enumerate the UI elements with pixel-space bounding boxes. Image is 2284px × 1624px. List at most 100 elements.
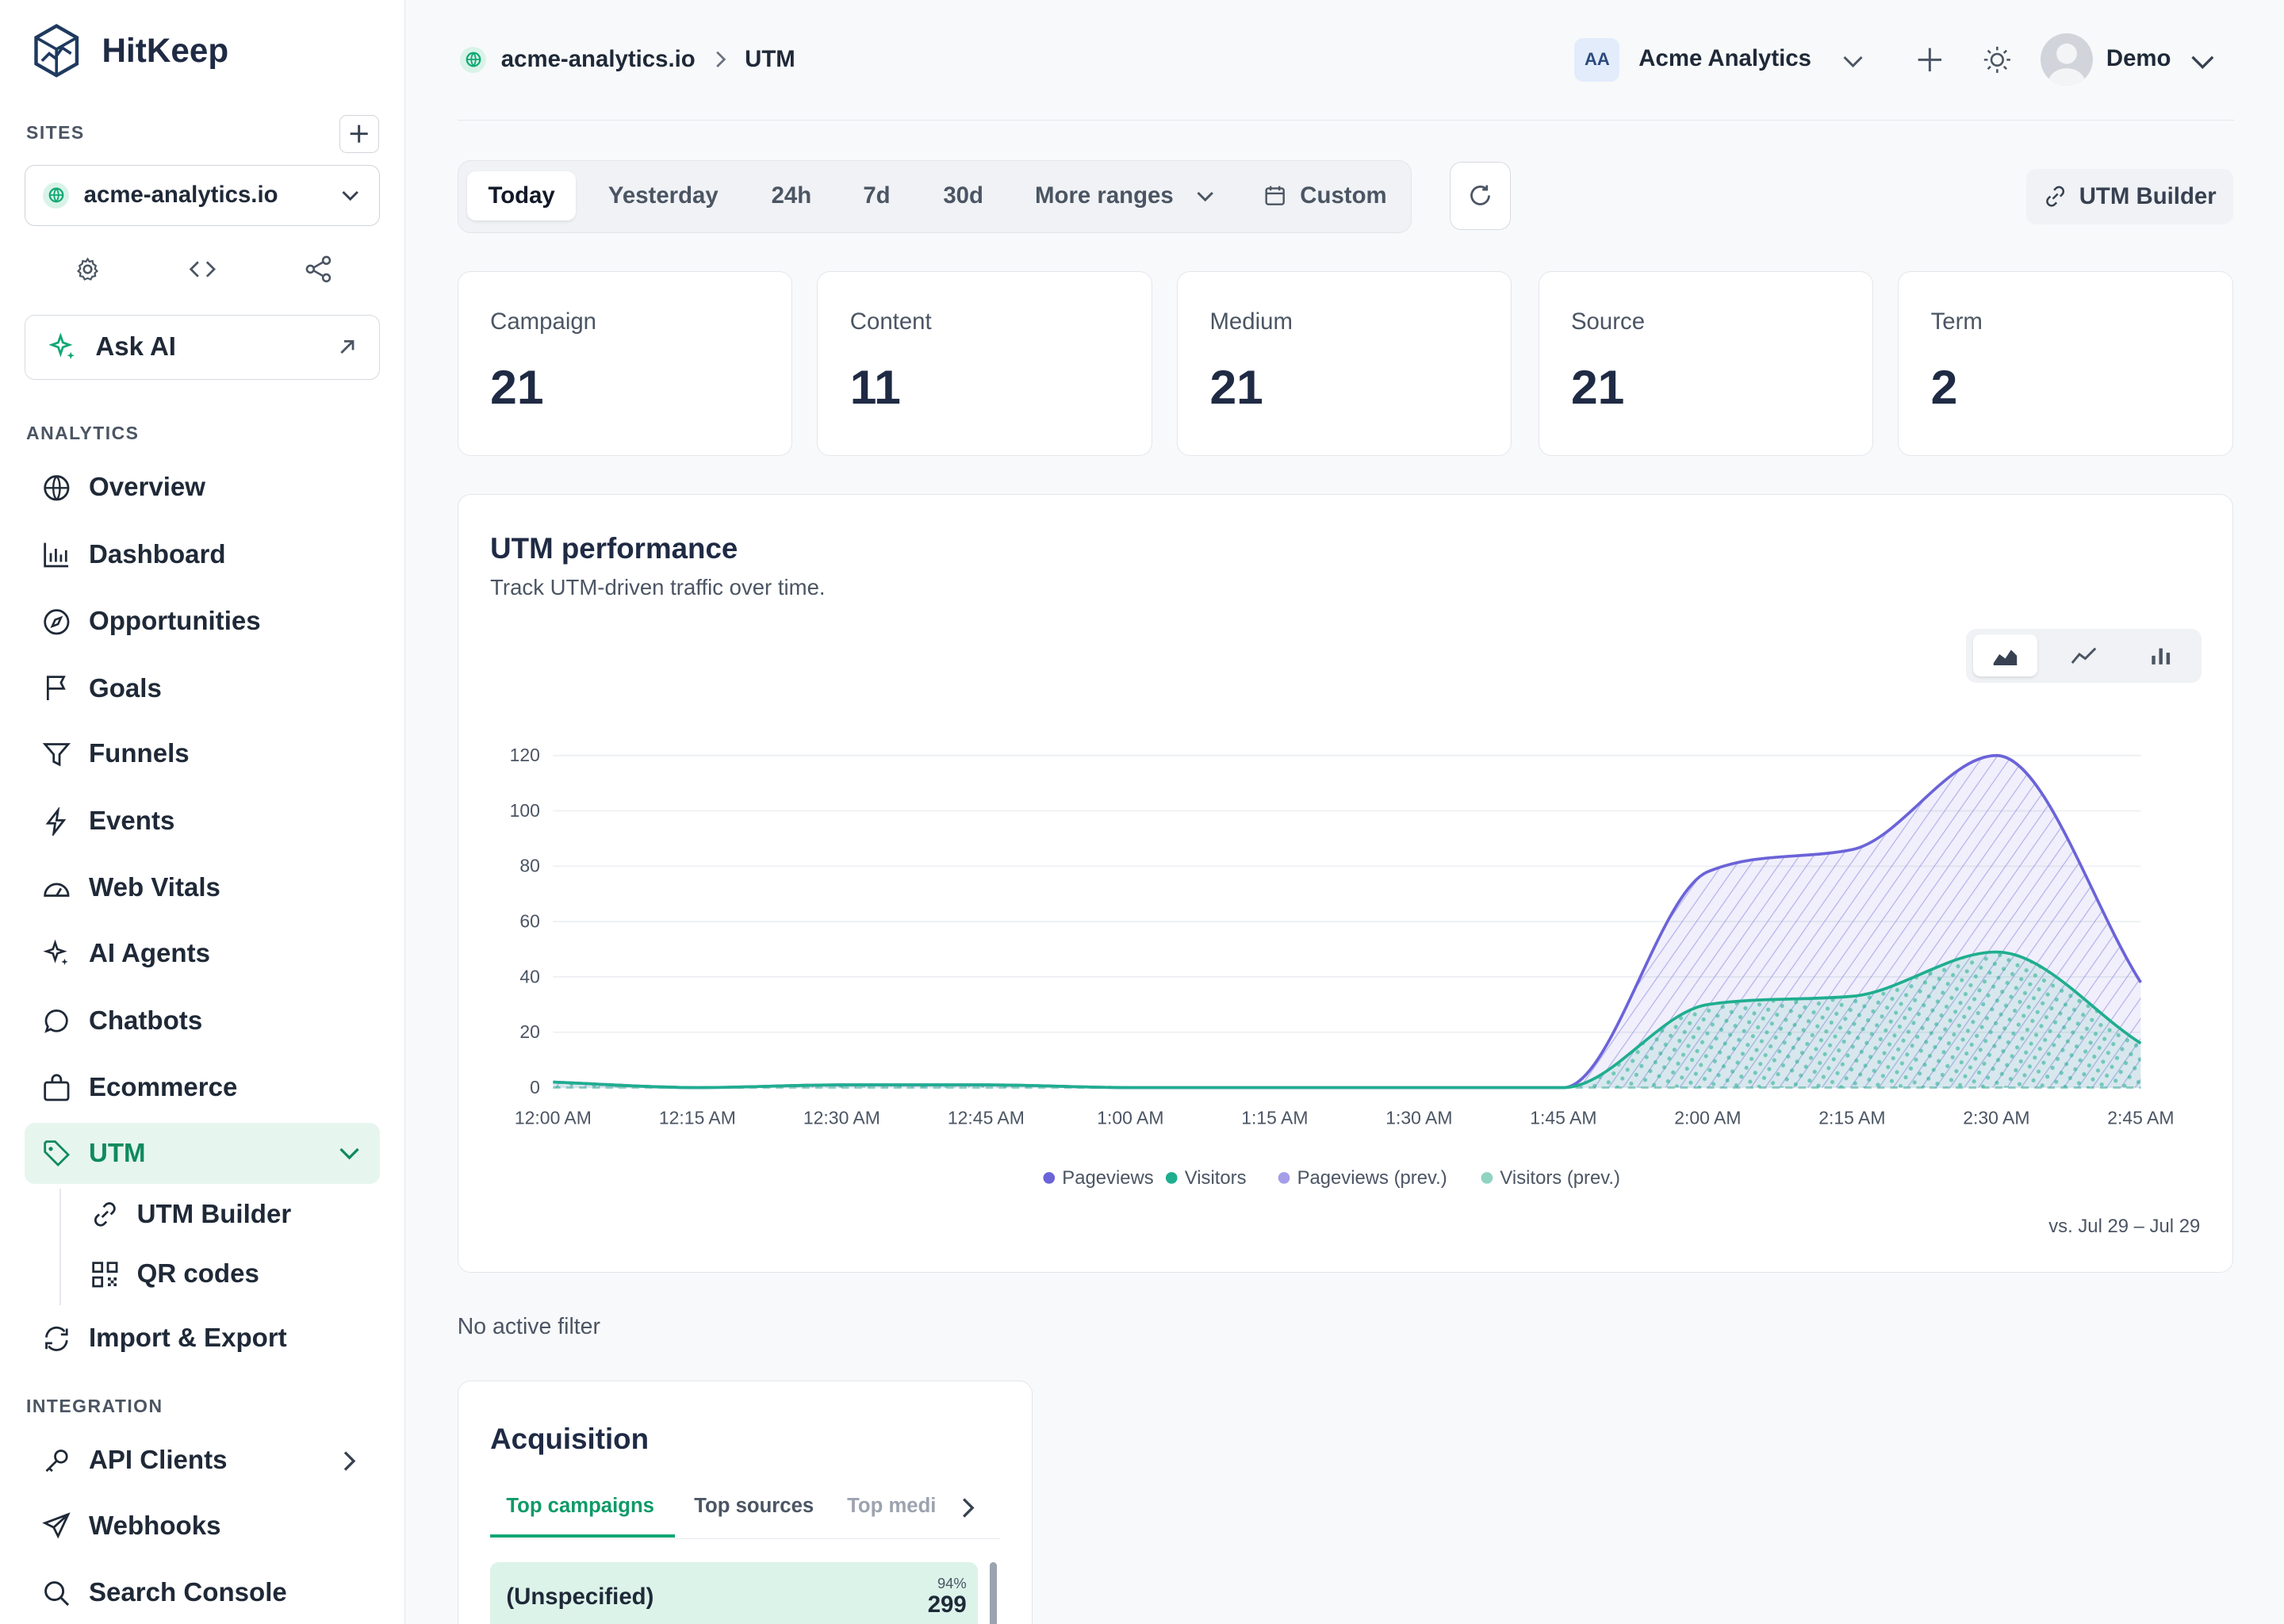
list-item-percent: 94%	[937, 1575, 967, 1592]
chevron-right-icon[interactable]	[956, 1495, 979, 1521]
stat-card-medium[interactable]: Medium 21	[1177, 270, 1512, 456]
integration-section-label: INTEGRATION	[26, 1395, 163, 1416]
range-yesterday[interactable]: Yesterday	[607, 182, 719, 209]
stat-card-term[interactable]: Term 2	[1898, 270, 2233, 456]
nav-item-web-vitals[interactable]: Web Vitals	[25, 858, 380, 919]
share-icon[interactable]	[303, 254, 335, 285]
calendar-icon	[1265, 186, 1286, 206]
qr-icon	[90, 1260, 120, 1289]
brand-name: HitKeep	[102, 32, 229, 70]
tab-top-mediums[interactable]: Top medi	[847, 1495, 937, 1518]
refresh-button[interactable]	[1449, 161, 1511, 231]
analytics-section-label: ANALYTICS	[26, 422, 140, 443]
nav-item-funnels[interactable]: Funnels	[25, 724, 380, 785]
legend-swatch	[1481, 1171, 1493, 1184]
settings-gear-icon[interactable]	[71, 254, 103, 285]
nav-item-api-clients[interactable]: API Clients	[25, 1431, 380, 1492]
area-chart-option[interactable]	[1972, 634, 2037, 677]
site-globe-icon	[43, 182, 70, 209]
nav-subitem-utm-builder[interactable]: UTM Builder	[76, 1189, 379, 1241]
bar-chart-icon	[2152, 648, 2171, 665]
x-tick-label: 2:30 AM	[1963, 1107, 2029, 1128]
list-scrollbar[interactable]	[990, 1561, 998, 1624]
nav-item-opportunities[interactable]: Opportunities	[25, 592, 380, 653]
plus-icon[interactable]	[1915, 45, 1945, 75]
range-24h[interactable]: 24h	[771, 182, 812, 209]
nav-item-import-export[interactable]: Import & Export	[25, 1308, 380, 1369]
range-7d[interactable]: 7d	[863, 182, 891, 209]
nav-item-label: Chatbots	[89, 1005, 203, 1036]
site-selector[interactable]: acme-analytics.io	[25, 164, 381, 226]
bar-chart-icon	[42, 540, 71, 569]
stat-card-content[interactable]: Content 11	[817, 270, 1152, 456]
chevron-down-icon	[342, 191, 358, 201]
stat-card-campaign[interactable]: Campaign 21	[457, 270, 793, 456]
send-icon	[42, 1511, 71, 1541]
x-tick-label: 12:15 AM	[659, 1107, 736, 1128]
range-more-dropdown[interactable]: More ranges	[1035, 171, 1217, 220]
y-tick-label: 0	[530, 1077, 540, 1097]
globe-icon	[42, 473, 71, 503]
chevron-right-icon	[344, 1451, 356, 1471]
nav-item-search-console[interactable]: Search Console	[25, 1563, 380, 1624]
site-tools	[0, 254, 405, 285]
stat-label: Term	[1930, 308, 1983, 335]
y-tick-label: 20	[519, 1021, 540, 1042]
range-custom[interactable]: Custom	[1263, 171, 1387, 220]
user-avatar[interactable]	[2041, 33, 2094, 86]
ask-ai-label: Ask AI	[95, 332, 176, 362]
ask-ai-button[interactable]: Ask AI	[25, 314, 381, 381]
chevron-down-icon[interactable]	[1840, 48, 1866, 75]
utm-builder-button[interactable]: UTM Builder	[2025, 169, 2233, 224]
theme-sun-icon[interactable]	[1983, 45, 2012, 75]
tab-top-sources[interactable]: Top sources	[694, 1495, 814, 1518]
breadcrumb-site[interactable]: acme-analytics.io	[500, 46, 696, 73]
chevron-down-icon[interactable]	[2188, 47, 2217, 76]
nav-subitem-qr-codes[interactable]: QR codes	[76, 1248, 379, 1300]
chevron-down-icon	[1197, 192, 1214, 202]
legend-label: Visitors	[1184, 1166, 1246, 1188]
compass-icon	[42, 607, 71, 637]
nav-item-events[interactable]: Events	[25, 791, 380, 852]
nav-item-overview[interactable]: Overview	[25, 458, 380, 519]
bar-chart-option[interactable]	[2129, 634, 2193, 676]
x-tick-label: 12:00 AM	[515, 1107, 592, 1128]
nav-item-ecommerce[interactable]: Ecommerce	[25, 1057, 380, 1118]
stat-label: Content	[849, 308, 932, 335]
org-switcher[interactable]: Acme Analytics	[1638, 44, 1811, 71]
nav-item-ai-agents[interactable]: AI Agents	[25, 923, 380, 984]
range-30d[interactable]: 30d	[943, 182, 983, 209]
nav-item-label: Search Console	[89, 1578, 287, 1608]
sites-section-label: SITES	[26, 122, 85, 144]
y-tick-label: 100	[509, 800, 539, 821]
x-tick-label: 1:30 AM	[1385, 1107, 1452, 1128]
area-chart-icon	[1993, 649, 2017, 666]
range-today[interactable]: Today	[466, 170, 577, 221]
gauge-icon	[42, 874, 71, 903]
nav-item-utm[interactable]: UTM	[25, 1123, 381, 1185]
header-divider	[457, 119, 2235, 121]
user-name[interactable]: Demo	[2106, 44, 2171, 71]
brand-logo[interactable]: HitKeep	[32, 23, 228, 79]
link-icon	[2045, 186, 2064, 207]
nav-subitem-label: QR codes	[136, 1259, 259, 1289]
stat-card-source[interactable]: Source 21	[1538, 270, 1873, 456]
series-line-visitors	[553, 950, 2142, 1090]
nav-item-webhooks[interactable]: Webhooks	[25, 1496, 380, 1557]
key-icon	[42, 1446, 71, 1476]
add-site-button[interactable]	[339, 115, 379, 153]
tab-top-campaigns[interactable]: Top campaigns	[506, 1495, 654, 1518]
nav-item-dashboard[interactable]: Dashboard	[25, 524, 380, 585]
link-icon	[90, 1200, 120, 1229]
plus-icon	[350, 124, 368, 143]
list-item-name: (Unspecified)	[506, 1584, 654, 1611]
code-icon[interactable]	[186, 254, 218, 285]
nav-item-chatbots[interactable]: Chatbots	[25, 990, 380, 1051]
bolt-icon	[42, 806, 71, 837]
search-icon	[42, 1579, 71, 1608]
nav-item-goals[interactable]: Goals	[25, 658, 380, 719]
list-item[interactable]: (Unspecified) 94% 299	[490, 1561, 979, 1624]
utm-performance-chart: 0 20 40 60 80 100 120 12:00 AM 12:15 AM 12:30 AM 1…	[509, 745, 2174, 1189]
stat-label: Source	[1570, 308, 1646, 335]
line-chart-option[interactable]	[2052, 634, 2116, 676]
